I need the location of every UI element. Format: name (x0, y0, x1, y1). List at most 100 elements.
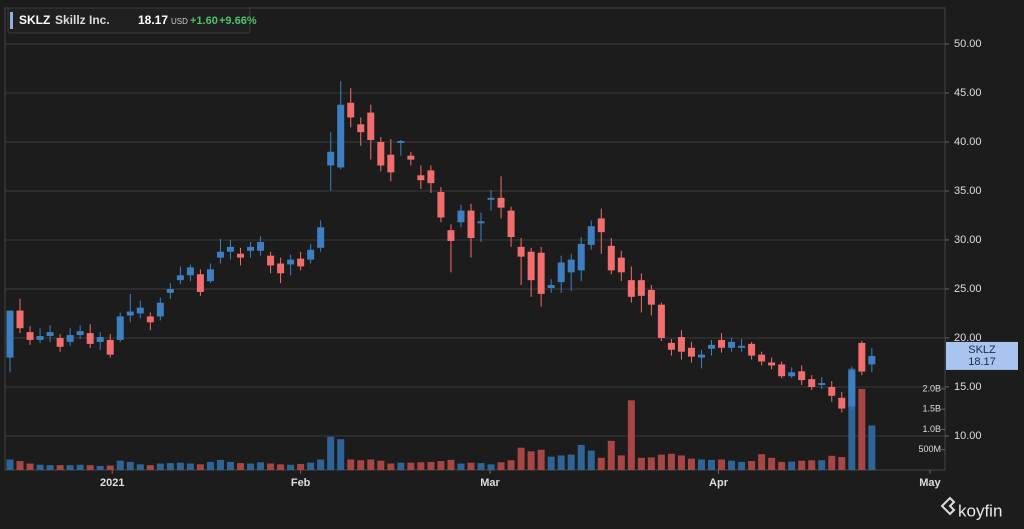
candle-body (808, 379, 816, 387)
y-tick-label: 25.00 (954, 283, 982, 295)
volume-bar (858, 388, 866, 470)
candle-body (748, 343, 756, 356)
volume-bar (116, 460, 124, 470)
volume-bar (647, 457, 655, 470)
candle-body (56, 337, 64, 347)
volume-bar (427, 461, 435, 470)
volume-bar (186, 463, 194, 470)
candle-body (527, 251, 535, 281)
y-tick-label: 20.00 (954, 332, 982, 344)
candle-body (387, 154, 395, 173)
candle-body (126, 311, 134, 316)
y-tick-label: 35.00 (954, 185, 982, 197)
candle-body (557, 262, 565, 283)
candle-body (708, 344, 716, 349)
candle-body (778, 364, 786, 377)
candle-body (447, 230, 455, 241)
candle-body (657, 304, 665, 338)
candle-body (697, 354, 705, 358)
candle-body (838, 397, 846, 409)
volume-bar (748, 461, 756, 470)
candle-body (186, 267, 194, 276)
candle-body (166, 288, 174, 293)
y2-tick-label: 1.0B (922, 424, 941, 434)
volume-bar (677, 455, 685, 470)
candle-body (96, 337, 104, 342)
candle-body (457, 210, 465, 223)
candle-body (798, 371, 806, 381)
y-tick-label: 45.00 (954, 87, 982, 99)
volume-bar (247, 463, 255, 470)
candle-body (487, 197, 495, 200)
volume-bar (627, 400, 635, 470)
volume-bar (657, 454, 665, 470)
volume-bar (66, 465, 74, 470)
volume-bar (708, 459, 716, 470)
volume-bar (86, 465, 94, 470)
price-tag-value: 18.17 (968, 356, 996, 368)
candle-body (307, 249, 315, 260)
candle-body (577, 243, 585, 271)
volume-bar (637, 457, 645, 470)
volume-bar (297, 463, 305, 470)
volume-bar (607, 440, 615, 470)
candle-body (848, 370, 856, 407)
candle-body (267, 255, 275, 266)
volume-bar (26, 463, 34, 470)
volume-bar (317, 459, 325, 470)
volume-bar (277, 464, 285, 470)
volume-bar (206, 461, 214, 470)
candle-body (317, 227, 325, 248)
header-box (7, 7, 251, 34)
candle-body (607, 245, 615, 271)
candle-body (46, 332, 54, 337)
candle-body (497, 197, 505, 208)
volume-bar (6, 459, 14, 470)
volume-bar (557, 455, 565, 470)
x-tick-label: Mar (480, 477, 500, 489)
currency: USD (171, 17, 188, 26)
candle-body (768, 362, 776, 366)
volume-bar (838, 457, 846, 470)
candle-body (106, 339, 114, 355)
change-percent: +9.66% (219, 15, 257, 27)
candle-body (156, 302, 164, 317)
candle-body (617, 257, 625, 273)
volume-bar (828, 455, 836, 470)
volume-bar (587, 450, 595, 470)
candle-body (477, 221, 485, 224)
candle-body (677, 337, 685, 352)
volume-bar (798, 460, 806, 470)
y2-tick-label: 500M (918, 444, 941, 454)
volume-bar (848, 368, 856, 470)
candle-body (16, 310, 24, 329)
candle-body (868, 355, 876, 365)
volume-bar (487, 464, 495, 470)
candle-body (6, 310, 14, 358)
header-accent (10, 12, 13, 29)
candle-body (36, 336, 44, 340)
volume-bar (697, 459, 705, 470)
volume-bar (126, 461, 134, 470)
y2-tick-label: 2.0B (922, 383, 941, 393)
candle-body (327, 151, 335, 166)
candle-body (637, 280, 645, 296)
company-name: Skillz Inc. (55, 13, 110, 27)
candle-body (828, 386, 836, 396)
candle-body (397, 140, 405, 143)
candle-body (146, 316, 154, 323)
price: 18.17 (138, 13, 168, 27)
volume-bar (537, 449, 545, 470)
candle-body (467, 210, 475, 239)
volume-bar (226, 461, 234, 470)
candle-body (176, 275, 184, 281)
change: +1.60 (190, 15, 218, 27)
volume-bar (36, 464, 44, 470)
volume-bar (687, 458, 695, 470)
candle-body (667, 342, 675, 350)
candle-body (427, 170, 435, 184)
candle-body (257, 241, 265, 251)
volume-bar (808, 460, 816, 470)
volume-bar (387, 463, 395, 470)
